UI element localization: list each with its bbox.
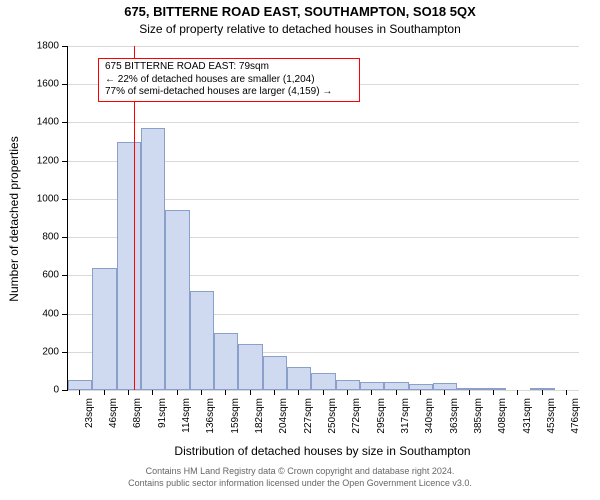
histogram-bar — [433, 383, 457, 390]
histogram-bar — [287, 367, 311, 390]
x-tick-label: 408sqm — [497, 398, 508, 434]
y-tick-label: 200 — [0, 346, 59, 357]
annotation-line: ← 22% of detached houses are smaller (1,… — [105, 74, 353, 87]
x-tick-label: 204sqm — [278, 398, 289, 434]
x-tick-mark — [79, 390, 80, 395]
x-tick-label: 453sqm — [546, 398, 557, 434]
y-tick-label: 1000 — [0, 193, 59, 204]
x-tick-label: 295sqm — [376, 398, 387, 434]
y-tick-label: 1200 — [0, 155, 59, 166]
histogram-bar — [214, 333, 238, 390]
x-tick-mark — [128, 390, 129, 395]
x-tick-mark — [396, 390, 397, 395]
x-tick-mark — [517, 390, 518, 395]
x-tick-mark — [566, 390, 567, 395]
y-tick-mark — [62, 84, 67, 85]
x-tick-label: 114sqm — [181, 398, 192, 433]
y-tick-mark — [62, 161, 67, 162]
histogram-bar — [384, 382, 408, 390]
attribution-line2: Contains public sector information licen… — [0, 478, 600, 490]
x-tick-label: 227sqm — [303, 398, 314, 434]
y-tick-mark — [62, 275, 67, 276]
x-axis-title: Distribution of detached houses by size … — [67, 444, 578, 458]
y-tick-mark — [62, 352, 67, 353]
x-tick-label: 159sqm — [230, 398, 241, 434]
annotation-box: 675 BITTERNE ROAD EAST: 79sqm← 22% of de… — [98, 58, 360, 102]
chart-title: 675, BITTERNE ROAD EAST, SOUTHAMPTON, SO… — [0, 4, 600, 19]
x-tick-mark — [250, 390, 251, 395]
histogram-bar — [141, 128, 165, 390]
y-tick-mark — [62, 46, 67, 47]
plot-area: 675 BITTERNE ROAD EAST: 79sqm← 22% of de… — [67, 46, 579, 391]
histogram-bar — [311, 373, 335, 390]
x-tick-mark — [444, 390, 445, 395]
histogram-bar — [336, 380, 360, 391]
x-tick-label: 250sqm — [327, 398, 338, 434]
x-tick-mark — [493, 390, 494, 395]
x-tick-mark — [323, 390, 324, 395]
x-tick-label: 431sqm — [522, 398, 533, 434]
x-tick-mark — [177, 390, 178, 395]
x-tick-mark — [152, 390, 153, 395]
histogram-bar — [190, 291, 214, 390]
x-tick-mark — [225, 390, 226, 395]
y-tick-label: 400 — [0, 308, 59, 319]
y-tick-label: 0 — [0, 385, 59, 396]
x-tick-mark — [542, 390, 543, 395]
histogram-bar — [68, 380, 92, 391]
y-tick-label: 1800 — [0, 41, 59, 52]
gridline — [68, 46, 579, 47]
x-tick-mark — [371, 390, 372, 395]
histogram-bar — [238, 344, 262, 390]
x-tick-label: 363sqm — [449, 398, 460, 434]
histogram-bar — [360, 382, 384, 390]
y-tick-label: 1600 — [0, 79, 59, 90]
y-tick-mark — [62, 122, 67, 123]
chart-subtitle: Size of property relative to detached ho… — [0, 22, 600, 36]
x-tick-label: 68sqm — [132, 398, 143, 428]
histogram-bar — [92, 268, 116, 390]
x-tick-mark — [201, 390, 202, 395]
x-tick-label: 340sqm — [424, 398, 435, 434]
x-tick-mark — [420, 390, 421, 395]
x-tick-label: 46sqm — [108, 398, 119, 428]
x-tick-label: 182sqm — [254, 398, 265, 434]
x-tick-mark — [298, 390, 299, 395]
y-axis-title: Number of detached properties — [7, 69, 21, 369]
attribution-text: Contains HM Land Registry data © Crown c… — [0, 466, 600, 489]
x-tick-mark — [469, 390, 470, 395]
y-tick-mark — [62, 390, 67, 391]
x-tick-mark — [347, 390, 348, 395]
y-tick-mark — [62, 237, 67, 238]
y-tick-mark — [62, 314, 67, 315]
x-tick-mark — [274, 390, 275, 395]
y-tick-label: 1400 — [0, 117, 59, 128]
x-tick-label: 272sqm — [351, 398, 362, 434]
histogram-bar — [165, 210, 189, 390]
x-tick-label: 23sqm — [84, 398, 95, 428]
x-tick-label: 476sqm — [570, 398, 581, 434]
gridline — [68, 390, 579, 391]
y-tick-label: 800 — [0, 232, 59, 243]
x-tick-label: 385sqm — [473, 398, 484, 434]
y-tick-label: 600 — [0, 270, 59, 281]
histogram-bar — [117, 142, 141, 390]
x-tick-label: 91sqm — [157, 398, 168, 428]
histogram-bar — [263, 356, 287, 390]
x-tick-mark — [104, 390, 105, 395]
annotation-line: 675 BITTERNE ROAD EAST: 79sqm — [105, 61, 353, 74]
annotation-line: 77% of semi-detached houses are larger (… — [105, 86, 353, 99]
attribution-line1: Contains HM Land Registry data © Crown c… — [0, 466, 600, 478]
x-tick-label: 317sqm — [400, 398, 411, 434]
x-tick-label: 136sqm — [205, 398, 216, 434]
gridline — [68, 122, 579, 123]
y-tick-mark — [62, 199, 67, 200]
